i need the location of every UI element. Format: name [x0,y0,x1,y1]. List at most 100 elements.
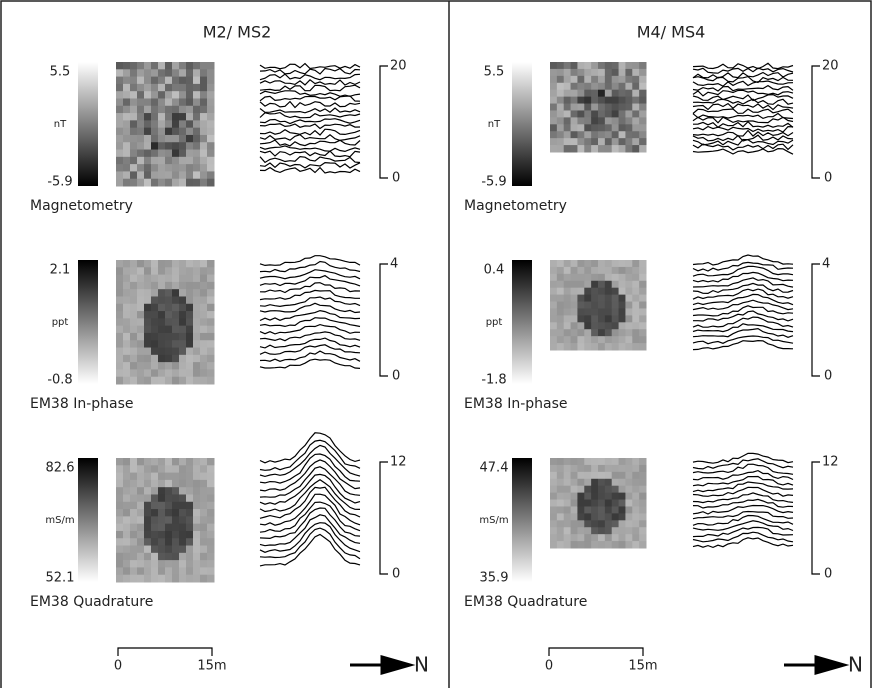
pixel [577,280,585,289]
trace [692,98,794,105]
pixel [172,347,180,356]
pixel [591,103,599,111]
pixel [116,530,124,539]
pixel [577,485,585,494]
pixel [137,289,145,297]
pixel [186,332,194,341]
pixel [137,91,145,99]
pixel [604,541,613,549]
pixel [639,534,647,542]
pixel [193,472,201,481]
pixel [151,127,159,136]
pixel [591,260,599,268]
pixel [207,69,215,78]
pixel [165,552,173,561]
pixel [207,545,215,554]
pixel [151,83,159,92]
trace [692,80,794,87]
pixel [556,89,565,98]
pixel [618,301,626,309]
trace [692,475,794,487]
pixel [130,127,138,136]
pixel [186,318,194,327]
pixel [172,120,180,129]
pixel [179,479,187,488]
pixel [186,538,194,547]
pixel [570,471,578,480]
pixel [116,318,124,327]
pixel [584,492,592,501]
pixel [158,76,166,85]
north-arrow [350,655,416,675]
pixel [165,567,173,576]
pixel [591,329,599,337]
pixel [158,479,166,488]
pixel [618,62,626,70]
pixel [625,89,633,98]
pixel [207,530,215,539]
pixel [200,479,208,488]
pixel [618,96,626,105]
trace [259,67,361,75]
pixel [186,354,194,363]
pixel [144,545,152,554]
trace [259,527,361,560]
pixel [179,347,187,356]
pixel [123,303,131,312]
trace [692,327,794,338]
pixel [577,534,585,542]
pixel [179,530,187,539]
pixel [550,343,558,351]
pixel [563,458,572,466]
pixel [165,91,173,99]
trace [259,100,361,109]
pixel [598,89,606,98]
colorbar [78,260,98,384]
pixel [179,545,187,554]
pixel [207,516,215,525]
pixel [165,318,173,327]
pixel [123,465,131,474]
pixel [563,485,572,494]
pixel [625,68,633,77]
pixel [116,347,124,356]
pixel [137,332,145,341]
pixel [200,281,208,290]
pixel [570,145,578,153]
pixel [556,315,565,323]
pixel [550,138,558,146]
trace [692,504,794,515]
pixel [598,138,606,146]
pixel [591,308,599,316]
pixel [550,89,558,98]
pixel [639,478,647,487]
pixel [200,69,208,78]
pixel [137,303,145,312]
pixel [186,98,194,107]
pixel [179,171,187,180]
pixel [130,530,138,539]
pixel [207,142,215,151]
pixel [604,322,613,330]
pixel [632,131,640,139]
pixel [618,343,626,351]
row-label: EM38 Quadrature [464,594,587,610]
pixel [116,574,124,583]
pixel [172,530,180,539]
trace [692,339,794,351]
pixel [207,318,215,327]
pixel [144,274,152,283]
pixel [193,303,201,312]
pixel [179,494,187,503]
pixel [144,530,152,539]
pixel [165,178,173,187]
pixel [591,458,599,466]
pixel [116,494,124,503]
pixel [193,545,201,554]
pixel [625,308,633,316]
pixel [158,552,166,561]
trace-min: 0 [392,567,400,582]
pixel [570,68,578,77]
trace [692,510,794,520]
pixel [200,113,208,121]
